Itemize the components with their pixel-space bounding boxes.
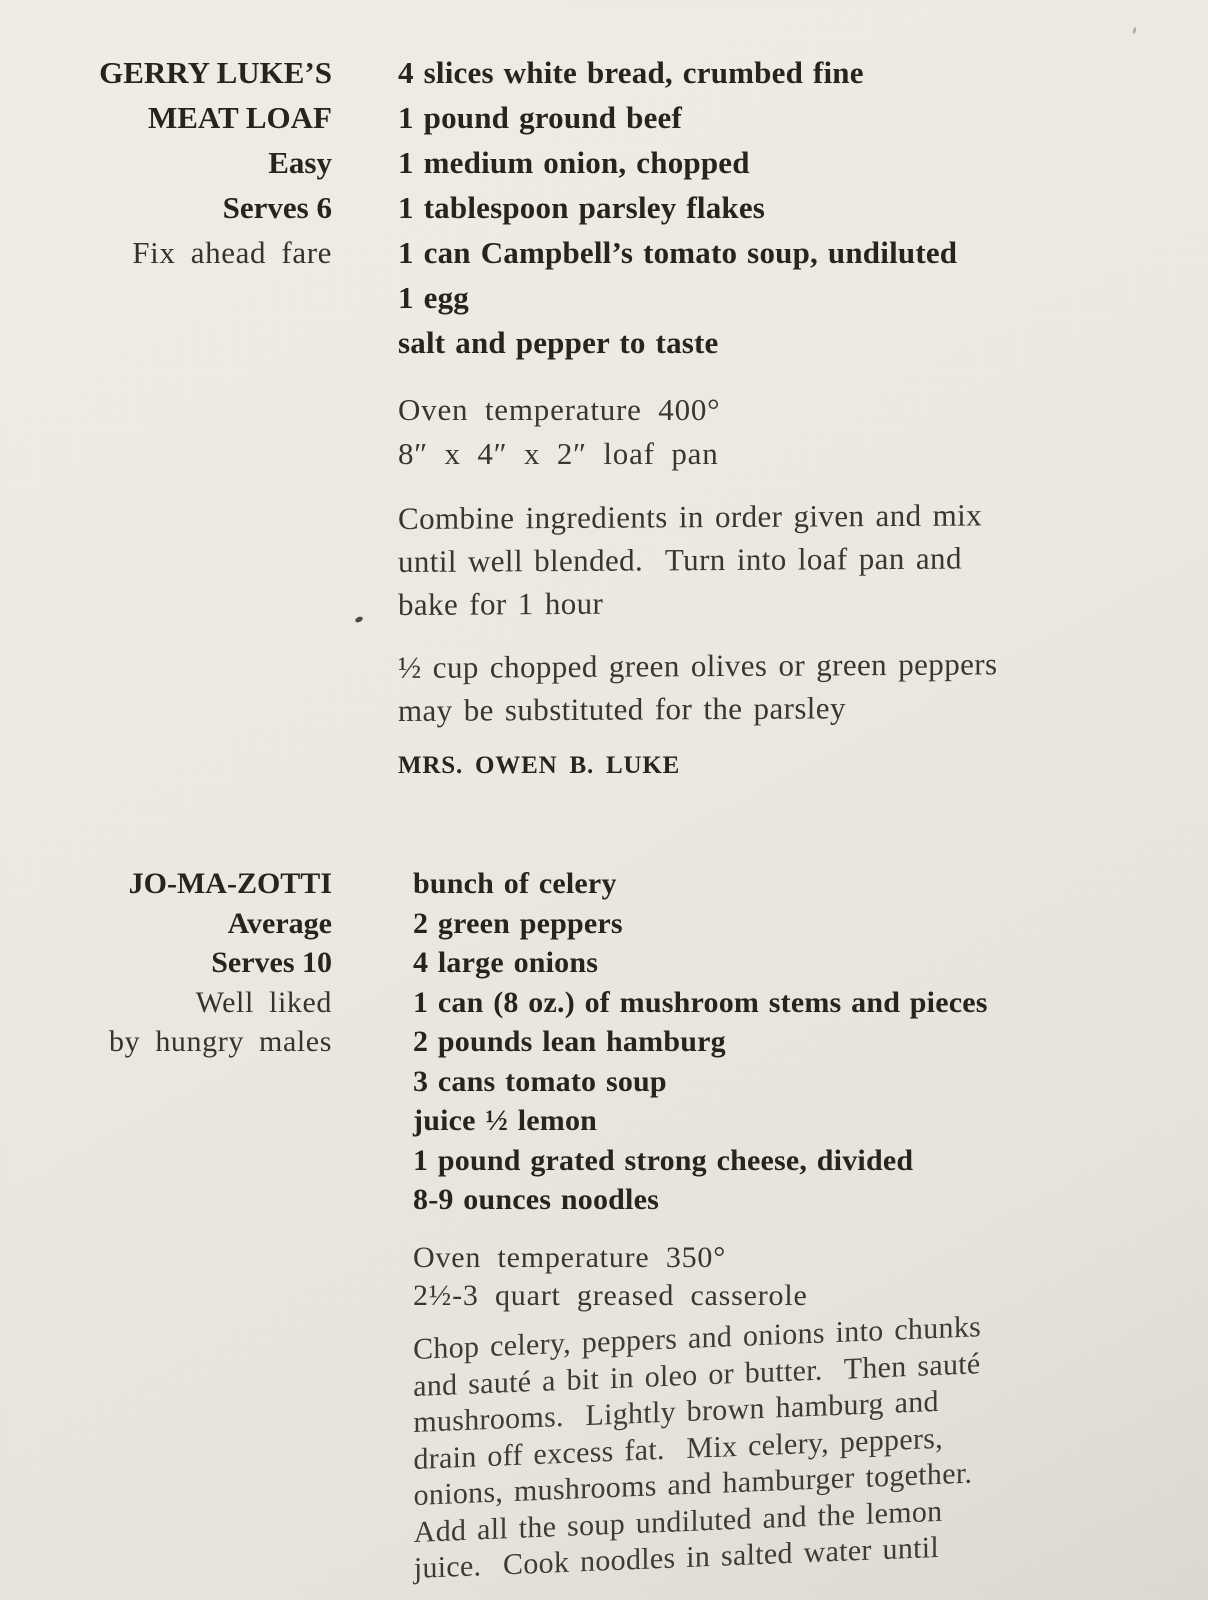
recipe-meta-line: Average bbox=[227, 906, 332, 940]
recipe-meta-line: MEAT LOAF bbox=[147, 100, 332, 135]
ingredient-line: 1 can (8 oz.) of mushroom stems and piec… bbox=[413, 985, 988, 1019]
ingredient-line: 1 pound ground beef bbox=[398, 100, 683, 135]
ingredient-line: 1 tablespoon parsley flakes bbox=[398, 190, 766, 225]
recipe-meta-line: Easy bbox=[268, 145, 332, 180]
ingredient-line: salt and pepper to taste bbox=[398, 325, 719, 360]
ingredient-line: bunch of celery bbox=[413, 867, 617, 900]
instruction-line: bake for 1 hour bbox=[398, 585, 604, 622]
stray-ink-mark bbox=[1132, 26, 1137, 35]
paragraph: Combine ingredients in order given and m… bbox=[398, 492, 1208, 626]
recipe-meta-line: by hungry males bbox=[109, 1025, 332, 1058]
prep-info: Oven temperature 350° 2½-3 quart greased … bbox=[413, 1239, 1208, 1315]
recipe-jo-ma-zotti: JO-MA-ZOTTI Average Serves 10 Well liked by … bbox=[0, 864, 1208, 1587]
recipe-meta-line: JO-MA-ZOTTI bbox=[128, 867, 332, 900]
paragraph: ½ cup chopped green olives or green pepp… bbox=[398, 641, 1208, 732]
prep-line: 8″ x 4″ x 2″ loaf pan bbox=[398, 436, 719, 471]
ingredient-line: 3 cans tomato soup bbox=[413, 1064, 667, 1098]
ingredient-line: juice ½ lemon bbox=[413, 1104, 598, 1137]
recipe-meta-line: Serves 6 bbox=[222, 190, 332, 225]
instruction-line: until well blended. Turn into loaf pan a… bbox=[398, 540, 962, 579]
ingredient-line: 4 slices white bread, crumbed fine bbox=[398, 55, 864, 90]
paragraph: Chop celery, peppers and onions into chu… bbox=[413, 1300, 1208, 1587]
instructions: Chop celery, peppers and onions into chu… bbox=[413, 1310, 1208, 1588]
ingredient-list: bunch of celery 2 green peppers 4 large on… bbox=[413, 864, 1208, 1220]
ingredient-line: 1 pound grated strong cheese, divided bbox=[413, 1143, 914, 1177]
recipe-meta-line: Serves 10 bbox=[211, 946, 332, 979]
ingredient-line: 1 can Campbell’s tomato soup, undiluted bbox=[398, 235, 958, 270]
ingredient-list: 4 slices white bread, crumbed fine 1 poun… bbox=[398, 50, 1208, 365]
recipe-meat-loaf: GERRY LUKE’S MEAT LOAF Easy Serves 6 Fix ahe… bbox=[0, 50, 1208, 780]
prep-line: Oven temperature 350° bbox=[413, 1240, 727, 1274]
recipe-meta-line: GERRY LUKE’S bbox=[99, 55, 332, 90]
contributor-name: MRS. OWEN B. LUKE bbox=[398, 752, 681, 779]
recipe-meta-line: Fix ahead fare bbox=[132, 235, 332, 270]
ingredient-line: 2 pounds lean hamburg bbox=[413, 1025, 726, 1058]
recipe-body-column: bunch of celery 2 green peppers 4 large on… bbox=[332, 864, 1208, 1587]
recipe-meta-line: Well liked bbox=[195, 985, 332, 1019]
recipe-meta-column: JO-MA-ZOTTI Average Serves 10 Well liked by … bbox=[0, 864, 332, 1587]
ingredient-line: 1 egg bbox=[398, 280, 470, 315]
ingredient-line: 1 medium onion, chopped bbox=[398, 145, 750, 180]
recipe-meta-column: GERRY LUKE’S MEAT LOAF Easy Serves 6 Fix ahe… bbox=[0, 50, 332, 780]
prep-info: Oven temperature 400° 8″ x 4″ x 2″ loaf p… bbox=[398, 388, 1208, 476]
ingredient-line: 4 large onions bbox=[413, 946, 599, 979]
prep-line: 2½-3 quart greased casserole bbox=[413, 1278, 808, 1312]
prep-line: Oven temperature 400° bbox=[398, 392, 721, 427]
instruction-line: Combine ingredients in order given and m… bbox=[398, 497, 983, 536]
instructions: Combine ingredients in order given and m… bbox=[398, 497, 1208, 732]
ingredient-line: 2 green peppers bbox=[413, 906, 623, 940]
instruction-line: ½ cup chopped green olives or green pepp… bbox=[398, 646, 998, 685]
instruction-line: may be substituted for the parsley bbox=[398, 690, 846, 728]
recipe-body-column: 4 slices white bread, crumbed fine 1 poun… bbox=[332, 50, 1208, 780]
ingredient-line: 8-9 ounces noodles bbox=[413, 1183, 659, 1216]
